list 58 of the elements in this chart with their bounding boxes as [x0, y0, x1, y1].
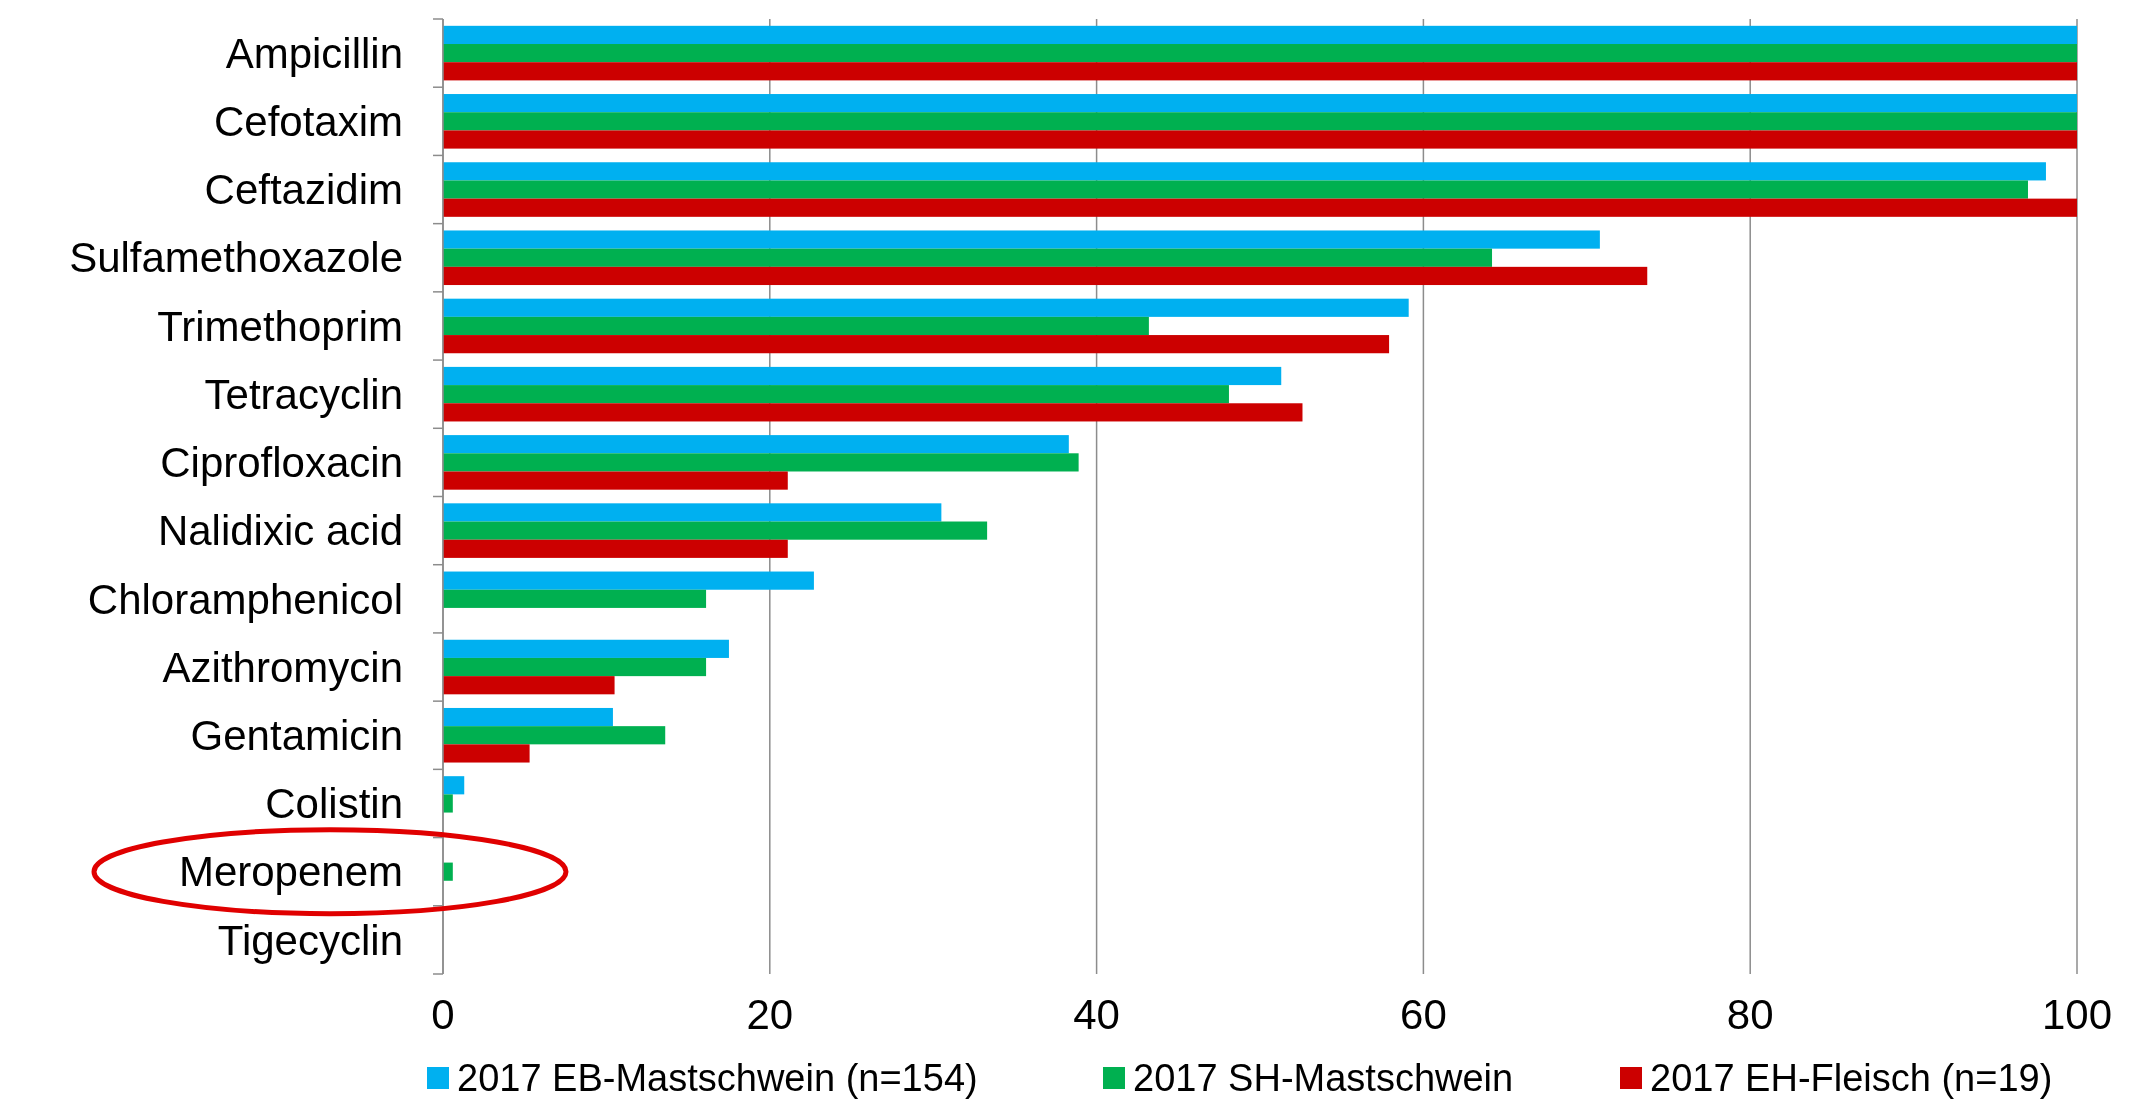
bar — [443, 521, 988, 540]
bar — [443, 266, 1648, 286]
bar — [443, 571, 814, 590]
bar — [443, 657, 707, 677]
bar — [443, 862, 453, 881]
bar — [443, 316, 1149, 336]
y-tick-label: Sulfamethoxazole — [69, 234, 403, 282]
bar — [443, 539, 788, 558]
bar — [443, 776, 465, 795]
x-tick-label: 100 — [2041, 991, 2113, 1038]
bar — [443, 248, 1493, 267]
y-tick-label: Ciprofloxacin — [160, 439, 403, 487]
bar — [443, 435, 1069, 454]
legend-label: 2017 SH-Mastschwein — [1133, 1057, 1514, 1100]
bar — [443, 503, 942, 522]
x-tick-label: 20 — [746, 991, 794, 1038]
bar — [443, 162, 2046, 181]
bar — [443, 639, 729, 658]
bar — [443, 112, 2077, 131]
y-tick-label: Ampicillin — [225, 29, 403, 77]
x-tick-label: 80 — [1726, 991, 1774, 1038]
y-tick-label: Trimethoprim — [157, 302, 403, 350]
y-tick-label: Azithromycin — [162, 643, 403, 691]
bar — [443, 453, 1079, 472]
y-tick-label: Meropenem — [178, 848, 403, 896]
legend-label: 2017 EH-Fleisch (n=19) — [1650, 1057, 2053, 1100]
y-tick-label: Chloramphenicol — [87, 575, 403, 623]
bar — [443, 589, 707, 608]
bar — [443, 44, 2077, 63]
y-tick-label: Tigecyclin — [217, 916, 403, 964]
y-tick-label: Cefotaxim — [213, 98, 403, 146]
x-tick-label: 60 — [1400, 991, 1447, 1038]
x-tick-label: 0 — [431, 991, 455, 1038]
x-tick-label: 40 — [1073, 991, 1120, 1038]
bar — [443, 676, 615, 695]
bar — [443, 726, 666, 745]
bar — [443, 180, 2028, 199]
y-tick-label: Nalidixic acid — [157, 507, 403, 555]
bar — [443, 198, 2077, 217]
bar — [443, 366, 1282, 386]
bar — [443, 25, 2077, 45]
bar — [443, 230, 1600, 249]
y-tick-label: Gentamicin — [190, 711, 403, 759]
bar — [443, 130, 2077, 149]
bar — [443, 744, 530, 763]
y-tick-label: Ceftazidim — [204, 166, 403, 214]
bar — [443, 794, 453, 813]
y-tick-label: Colistin — [265, 780, 403, 828]
bar — [443, 94, 2077, 113]
bar — [443, 707, 613, 727]
bar — [443, 471, 788, 490]
bar — [443, 298, 1409, 317]
bar — [443, 335, 1390, 354]
bar — [443, 62, 2077, 81]
y-tick-label: Tetracyclin — [204, 370, 403, 418]
bar — [443, 385, 1229, 404]
legend-label: 2017 EB-Mastschwein (n=154) — [457, 1057, 978, 1100]
bar — [443, 403, 1303, 422]
